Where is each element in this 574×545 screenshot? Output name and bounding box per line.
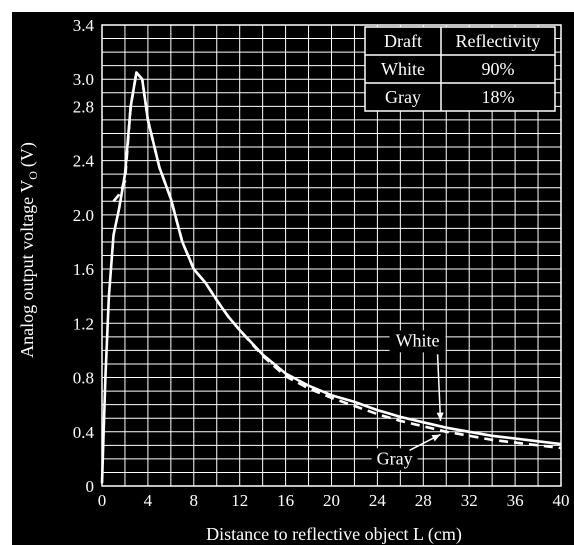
- x-tick-label: 36: [507, 491, 524, 510]
- y-tick-label: 2.8: [73, 97, 94, 116]
- y-tick-label: 0: [86, 477, 95, 496]
- y-tick-label: 3.0: [73, 70, 94, 89]
- grid: [101, 24, 562, 487]
- y-tick-label: 0.4: [73, 423, 95, 442]
- y-axis-label-sub: O: [26, 171, 40, 180]
- annotation-label-gray: Gray: [377, 448, 413, 468]
- annotation-bg: [389, 330, 446, 353]
- series-line-white: [100, 71, 562, 484]
- y-axis-label: Analog output voltage VO (V): [17, 142, 40, 358]
- y-tick-label: 2.4: [73, 152, 95, 171]
- y-tick-label: 2.0: [73, 206, 94, 225]
- x-tick-label: 0: [98, 491, 107, 510]
- x-tick-labels: 0 4 8 12 16 20 24 28 32 36 40: [98, 491, 570, 510]
- y-axis-label-unit: (V): [17, 142, 38, 167]
- x-tick-label: 40: [553, 491, 570, 510]
- x-axis-label: Distance to reflective object L (cm): [206, 524, 462, 545]
- y-tick-labels: 0 0.4 0.8 1.2 1.6 2.0 2.4 2.8 3.0 3.4: [73, 16, 95, 496]
- y-tick-label: 1.6: [73, 260, 94, 279]
- annotation-arrow: [436, 354, 442, 421]
- legend-header-cell: Draft: [384, 31, 422, 51]
- x-tick-label: 20: [323, 491, 340, 510]
- legend-cell: 90%: [482, 59, 515, 79]
- x-tick-label: 4: [144, 491, 153, 510]
- legend-cell: Gray: [385, 87, 421, 107]
- x-tick-label: 8: [190, 491, 199, 510]
- series-lines: [100, 71, 562, 484]
- x-tick-label: 24: [369, 491, 387, 510]
- x-tick-label: 16: [277, 491, 294, 510]
- legend-header-cell: Reflectivity: [456, 31, 541, 51]
- plot-border: [101, 24, 562, 487]
- y-tick-label: 0.8: [73, 369, 94, 388]
- y-axis-label-main: Analog output voltage V: [17, 180, 37, 358]
- legend-table-border: [364, 26, 556, 112]
- series-line-gray: [112, 71, 562, 450]
- legend-cell: White: [381, 59, 425, 79]
- y-tick-label: 1.2: [73, 314, 94, 333]
- y-tick-label: 3.4: [73, 16, 95, 35]
- x-tick-label: 12: [231, 491, 248, 510]
- legend-table: Draft Reflectivity White 90% Gray 18%: [364, 26, 556, 112]
- x-tick-label: 32: [461, 491, 478, 510]
- annotation-bg: [371, 448, 418, 471]
- annotations: White Gray: [371, 330, 446, 471]
- annotation-arrowhead: [436, 412, 444, 421]
- annotation-label-white: White: [396, 330, 440, 350]
- legend-cell: 18%: [482, 87, 515, 107]
- annotation-arrowhead: [431, 434, 441, 442]
- x-tick-label: 28: [415, 491, 432, 510]
